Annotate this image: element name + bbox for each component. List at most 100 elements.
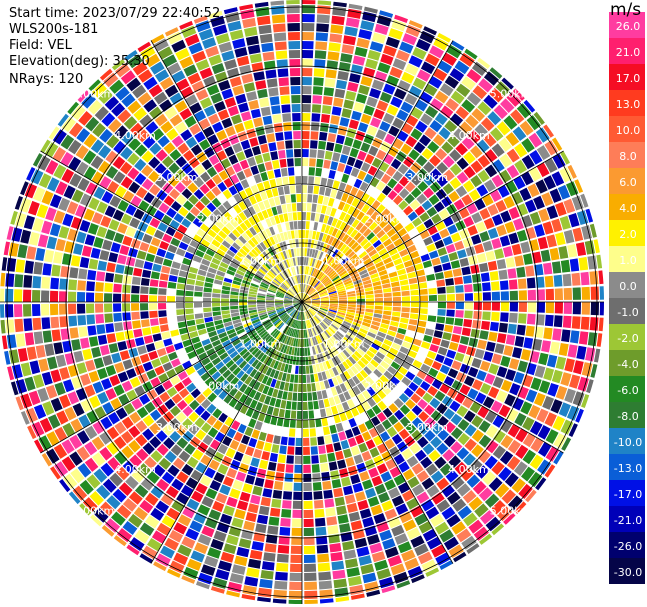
gate-cell (368, 467, 379, 478)
gate-cell (326, 284, 334, 290)
gate-cell (439, 364, 450, 375)
gate-cell (330, 115, 340, 125)
gate-cell (327, 313, 335, 319)
gate-cell (506, 456, 521, 471)
gate-cell (420, 113, 433, 126)
gate-cell (305, 275, 308, 284)
gate-cell (383, 302, 392, 306)
gate-cell (336, 241, 344, 250)
gate-cell (302, 67, 313, 77)
gate-cell (349, 147, 359, 158)
gate-cell (404, 63, 419, 76)
gate-cell (302, 284, 304, 292)
gate-cell (348, 418, 357, 428)
gate-cell (410, 307, 419, 314)
gate-cell (342, 203, 351, 213)
gate-cell (417, 181, 429, 192)
gate-cell (442, 449, 455, 462)
gate-cell (379, 10, 394, 18)
gate-cell (424, 328, 434, 336)
gate-cell (311, 297, 320, 300)
gate-cell (555, 385, 568, 400)
gate-cell (481, 320, 490, 331)
gate-cell (470, 160, 483, 174)
gate-cell (357, 393, 366, 403)
gate-cell (408, 381, 419, 392)
gate-cell (448, 341, 459, 351)
gate-cell (472, 379, 483, 391)
gate-cell (429, 154, 441, 167)
gate-cell (316, 204, 322, 213)
gate-cell (311, 296, 320, 300)
gate-cell (376, 192, 387, 203)
gate-cell (329, 258, 336, 266)
gate-cell (506, 148, 520, 163)
gate-cell (303, 300, 311, 302)
gate-cell (357, 122, 369, 133)
gate-cell (328, 226, 335, 236)
gate-cell (457, 419, 470, 431)
gate-cell (380, 53, 394, 66)
gate-cell (457, 483, 471, 497)
gate-cell (368, 427, 379, 438)
gate-cell (561, 329, 571, 343)
gate-cell (310, 267, 315, 276)
gate-cell (575, 408, 584, 423)
gate-cell (410, 187, 422, 199)
gate-cell (576, 345, 587, 360)
gate-cell (325, 282, 333, 288)
gate-cell (425, 463, 438, 476)
gate-cell (379, 91, 392, 104)
gate-cell (483, 94, 498, 109)
gate-cell (416, 223, 427, 234)
gate-cell (506, 164, 520, 179)
gate-cell (460, 468, 474, 482)
gate-cell (401, 290, 410, 296)
gate-cell (535, 127, 550, 143)
gate-cell (329, 325, 337, 332)
gate-cell (423, 161, 435, 173)
gate-cell (508, 232, 519, 245)
gate-cell (419, 302, 429, 308)
gate-cell (517, 278, 527, 289)
gate-cell (353, 102, 365, 113)
gate-cell (564, 358, 575, 373)
gate-cell (323, 341, 329, 350)
gate-cell (309, 290, 316, 296)
gate-cell (488, 477, 503, 492)
gate-cell (575, 242, 587, 256)
gate-cell (516, 324, 526, 336)
gate-cell (409, 442, 421, 454)
gate-cell (391, 253, 401, 261)
gate-cell (570, 330, 580, 344)
gate-cell (310, 131, 319, 140)
gate-cell (496, 224, 507, 237)
gate-cell (359, 328, 368, 335)
gate-cell (455, 142, 468, 156)
gate-cell (541, 192, 554, 207)
gate-cell (306, 203, 312, 212)
gate-cell (431, 213, 442, 224)
gate-cell (491, 302, 500, 311)
gate-cell (329, 306, 338, 310)
gate-cell (306, 212, 311, 221)
gate-cell (386, 228, 397, 238)
gate-cell (417, 320, 427, 328)
gate-cell (311, 104, 322, 113)
gate-cell (465, 114, 479, 129)
colorbar-tick-label: 6.0 (619, 176, 637, 189)
gate-cell (386, 104, 399, 116)
gate-cell (374, 169, 385, 180)
gate-cell (522, 449, 536, 465)
gate-cell (545, 288, 554, 301)
gate-cell (326, 142, 335, 152)
gate-cell (429, 344, 439, 353)
gate-cell (500, 419, 513, 433)
gate-cell (538, 352, 549, 366)
gate-cell (310, 277, 316, 286)
gate-cell (385, 212, 395, 223)
gate-cell (503, 512, 516, 525)
gate-cell (367, 49, 381, 61)
gate-cell (448, 455, 462, 468)
gate-cell (476, 253, 487, 263)
